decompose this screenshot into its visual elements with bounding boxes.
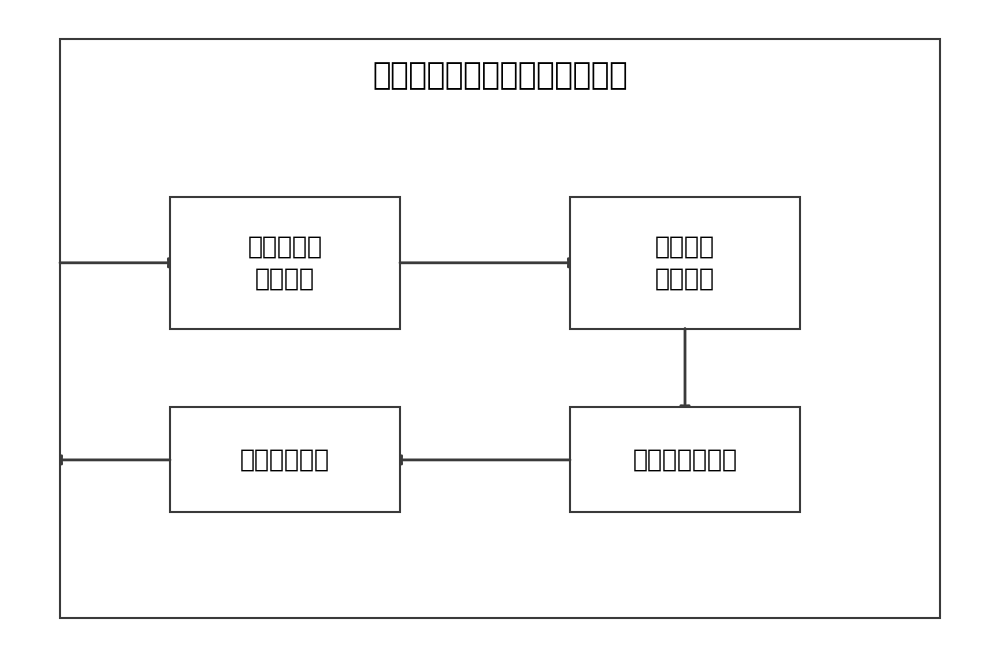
Bar	[60, 39, 940, 618]
Bar	[170, 197, 400, 328]
Bar	[570, 407, 800, 512]
Bar	[170, 407, 400, 512]
Text: 个体化模型
学习模块: 个体化模型 学习模块	[248, 235, 322, 290]
Text: 餐前胰岛素剂量个体化决策系统: 餐前胰岛素剂量个体化决策系统	[372, 61, 628, 90]
Text: 风险敏感
控制模块: 风险敏感 控制模块	[655, 235, 715, 290]
Text: 安全约束模块: 安全约束模块	[240, 448, 330, 472]
Text: 贝叶斯优化模块: 贝叶斯优化模块	[633, 448, 738, 472]
Bar	[570, 197, 800, 328]
